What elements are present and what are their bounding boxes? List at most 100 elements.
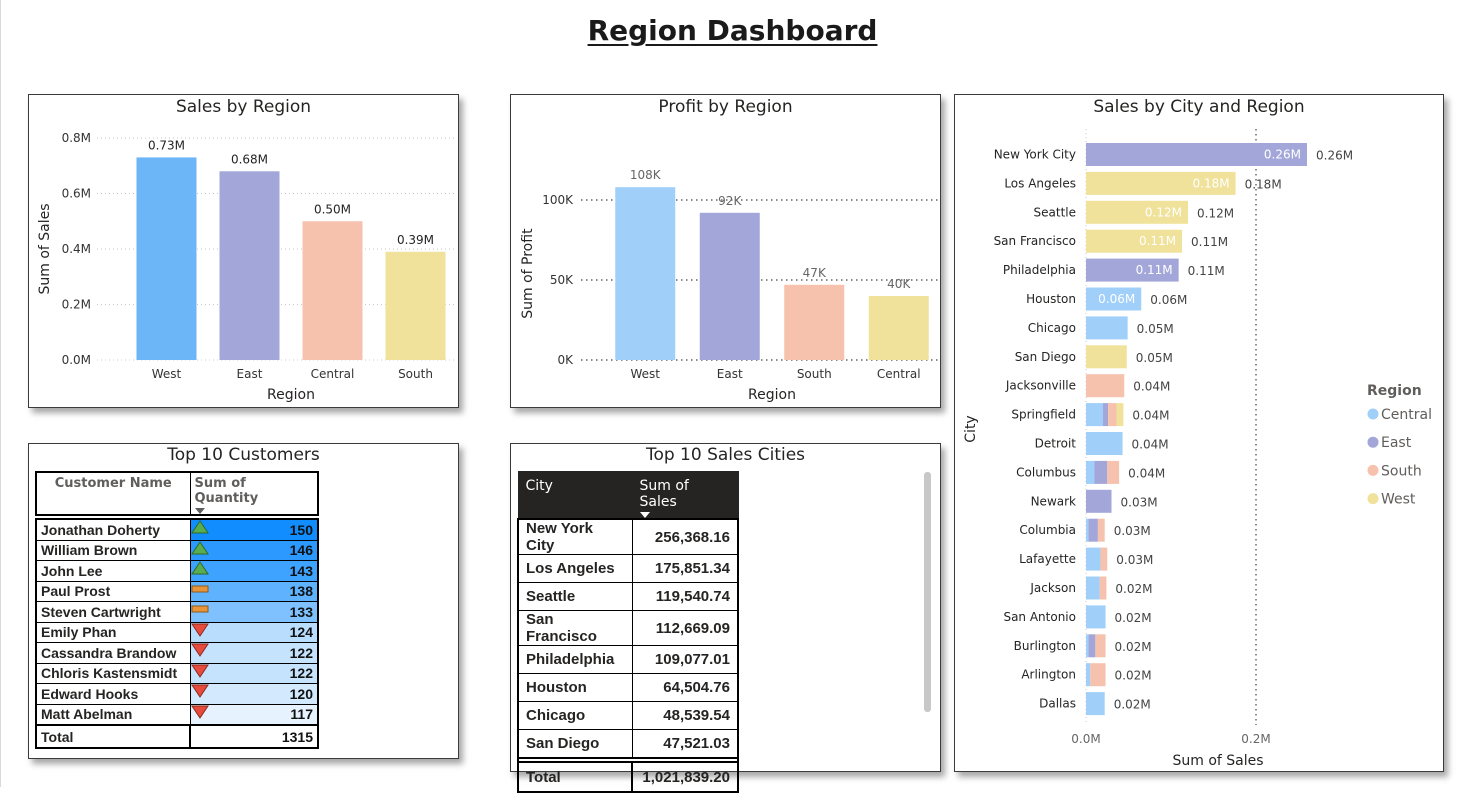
table-row[interactable]: Paul Prost 138 (35, 580, 319, 602)
x-tick-label: 0.0M (1071, 732, 1100, 746)
trend-down-icon (190, 623, 209, 637)
customer-name: William Brown (35, 539, 191, 561)
top-sales-cities-panel[interactable]: Top 10 Sales Cities City Sum of Sales Ne… (510, 443, 941, 793)
y-tick-label: 0.4M (62, 242, 91, 256)
table-row[interactable]: Chloris Kastensmidt 122 (35, 662, 319, 684)
table-row[interactable]: Emily Phan 124 (35, 621, 319, 643)
y-tick-label: Newark (1031, 494, 1076, 508)
data-label: 0.05M (1136, 351, 1173, 365)
column-header-sum-of-quantity[interactable]: Sum of Quantity (189, 471, 319, 516)
sum-of-sales: 64,504.76 (631, 673, 739, 702)
bar-segment (1086, 692, 1105, 716)
sort-descending-icon[interactable] (194, 508, 205, 514)
x-axis-title: Sum of Sales (1172, 753, 1263, 769)
sum-of-sales: 112,669.09 (631, 610, 739, 646)
bar-segment (1086, 345, 1127, 369)
data-label: 0.05M (1137, 322, 1174, 336)
trend-down-shape (190, 705, 209, 719)
y-tick-label: San Francisco (994, 234, 1076, 248)
data-label: 0.02M (1115, 611, 1152, 625)
table-row[interactable]: William Brown 146 (35, 539, 319, 561)
sum-of-quantity: 122 (189, 662, 319, 684)
bar-segment (1097, 518, 1105, 542)
table-row[interactable]: San Diego 47,521.03 (517, 729, 739, 759)
sort-descending-icon[interactable] (639, 512, 650, 518)
y-axis-title: City (963, 415, 979, 442)
customer-name: Matt Abelman (35, 703, 191, 726)
y-tick-label: New York City (994, 148, 1076, 162)
y-tick-label: 0.8M (62, 131, 91, 145)
legend-marker (1367, 493, 1379, 505)
trend-flat-shape (191, 605, 208, 613)
table-row[interactable]: Houston 64,504.76 (517, 673, 739, 702)
legend-marker (1367, 464, 1379, 476)
total-row: Total 1,021,839.20 (517, 761, 739, 793)
data-label: 0.11M (1188, 264, 1225, 278)
data-label: 0.03M (1121, 495, 1158, 509)
quantity-value: 122 (289, 665, 313, 682)
table-row[interactable]: New York City 256,368.16 (517, 518, 739, 555)
table-row[interactable]: Steven Cartwright 133 (35, 601, 319, 623)
data-label: 0.18M (1245, 177, 1282, 191)
y-tick-label: Arlington (1021, 668, 1076, 682)
customer-name: Chloris Kastensmidt (35, 662, 191, 684)
table-row[interactable]: Philadelphia 109,077.01 (517, 645, 739, 674)
trend-down-shape (190, 684, 209, 698)
x-tick-label: Central (877, 367, 921, 381)
quantity-value: 146 (289, 542, 313, 559)
table-row[interactable]: Los Angeles 175,851.34 (517, 554, 739, 583)
profit-by-region-panel[interactable]: Profit by Region 0K 50K 100K 108K West 92K Eas… (510, 94, 941, 408)
table-scrollbar[interactable] (924, 472, 931, 712)
city-name: San Diego (517, 729, 633, 759)
sum-of-sales: 256,368.16 (631, 518, 739, 555)
sum-of-quantity: 150 (189, 518, 319, 541)
bar (219, 171, 280, 360)
data-label: 0.04M (1132, 409, 1169, 423)
y-tick-label: Seattle (1034, 205, 1076, 219)
sales-by-region-panel[interactable]: Sales by Region 0.0M 0.2M 0.4M 0.6M 0.8M 0.73… (28, 94, 459, 408)
sum-of-quantity: 133 (189, 601, 319, 623)
top-customers-panel[interactable]: Top 10 Customers Customer Name Sum of Qu… (28, 443, 459, 759)
table-title: Top 10 Customers (167, 445, 320, 465)
customer-name: Edward Hooks (35, 683, 191, 705)
table-row[interactable]: Cassandra Brandow 122 (35, 642, 319, 664)
trend-up-shape (190, 540, 209, 554)
bar-segment (1086, 605, 1106, 629)
city-name: Los Angeles (517, 554, 633, 583)
bar-segment (1099, 576, 1107, 600)
table-row[interactable]: Matt Abelman 117 (35, 703, 319, 726)
trend-down-icon (190, 684, 209, 698)
bar-segment (1086, 576, 1100, 600)
bar-segment (1107, 460, 1120, 484)
column-header-city[interactable]: City (517, 471, 633, 520)
table-row[interactable]: Jonathan Doherty 150 (35, 518, 319, 541)
y-tick-label: 100K (542, 193, 574, 207)
trend-up-shape (190, 561, 209, 575)
bar-segment (1094, 460, 1108, 484)
data-label: 0.18M (1193, 176, 1230, 190)
table-row[interactable]: John Lee 143 (35, 560, 319, 582)
y-tick-label: Philadelphia (1003, 263, 1076, 277)
trend-down-icon (190, 643, 209, 657)
table-row[interactable]: Edward Hooks 120 (35, 683, 319, 705)
sales-by-city-region-panel[interactable]: Sales by City and Region 0.0M 0.2M New Yor… (954, 94, 1444, 772)
table-title: Top 10 Sales Cities (645, 445, 806, 465)
data-label: 0.04M (1132, 438, 1169, 452)
column-header-customer-name[interactable]: Customer Name (35, 471, 191, 516)
x-tick-label: South (797, 367, 832, 381)
bar-segment (1100, 547, 1108, 571)
y-tick-label: Los Angeles (1004, 176, 1076, 190)
bar-segment (1086, 229, 1183, 253)
table-row[interactable]: Chicago 48,539.54 (517, 701, 739, 730)
data-label: 0.02M (1115, 582, 1152, 596)
column-header-sum-of-sales[interactable]: Sum of Sales (631, 471, 739, 520)
table-row[interactable]: San Francisco 112,669.09 (517, 610, 739, 646)
table-row[interactable]: Seattle 119,540.74 (517, 582, 739, 611)
data-label: 0.06M (1150, 293, 1187, 307)
profit-by-region-chart: 0K 50K 100K 108K West 92K East 47K South 40K Centr… (520, 168, 941, 403)
quantity-value: 122 (289, 644, 313, 661)
y-tick-label: 0.0M (62, 353, 91, 367)
x-tick-label: West (630, 367, 660, 381)
x-tick-label: West (152, 367, 182, 381)
data-label: 0.11M (1136, 263, 1173, 277)
